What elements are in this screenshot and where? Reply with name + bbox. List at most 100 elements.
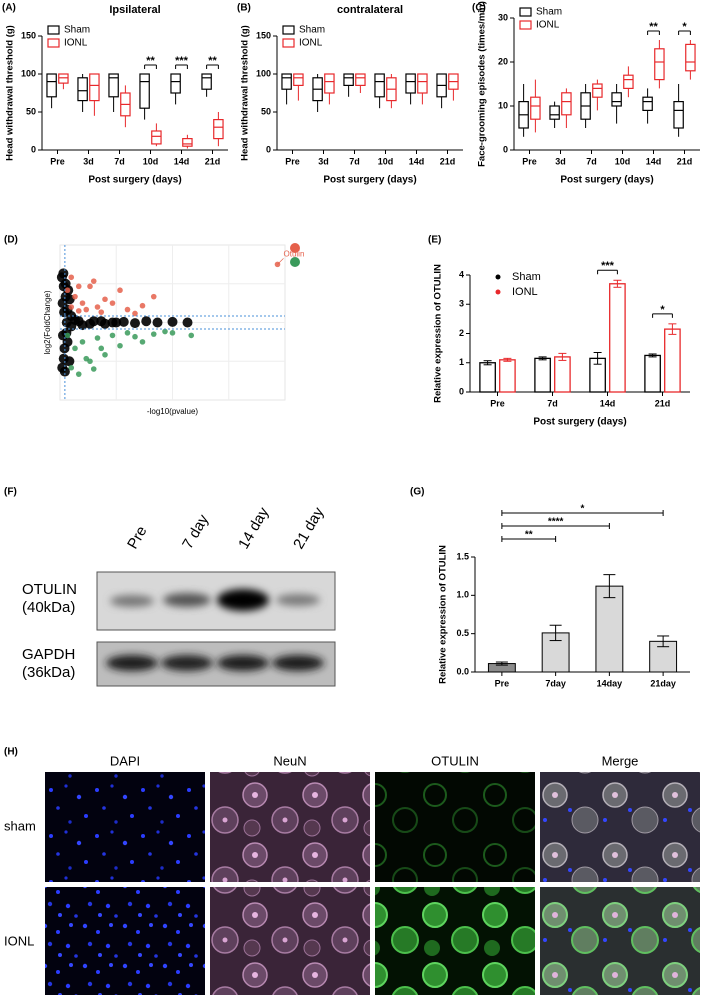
point <box>188 332 195 339</box>
legend-label: Sham <box>64 25 90 36</box>
point <box>88 316 99 327</box>
x-tick-label: 7d <box>586 156 597 166</box>
x-tick-label: Pre <box>490 398 505 408</box>
blot-band <box>163 593 211 607</box>
blot-band <box>272 655 324 671</box>
panel-label: (C) <box>472 3 486 14</box>
x-tick-label: Pre <box>495 678 510 688</box>
x-tick-label: Pre <box>522 156 537 166</box>
legend-dot <box>290 257 300 267</box>
column-label: OTULIN <box>431 753 479 768</box>
y-tick-label: 3 <box>459 299 464 309</box>
box <box>685 43 696 72</box>
box <box>77 77 88 102</box>
sig-label: ** <box>208 55 217 67</box>
bar <box>479 362 496 393</box>
y-tick-label: 20 <box>498 56 508 66</box>
y-axis-label: log2(FoldChange) <box>43 290 52 354</box>
box <box>281 73 292 90</box>
y-tick-label: 1 <box>459 357 464 367</box>
point <box>139 302 146 309</box>
sig-label: **** <box>548 517 564 528</box>
annotation-leader <box>277 258 284 265</box>
legend-label: IONL <box>536 20 560 31</box>
point <box>83 306 90 313</box>
point <box>94 335 101 341</box>
lane-label: 7 day <box>179 511 212 552</box>
bar <box>664 328 681 393</box>
point <box>87 283 93 290</box>
x-tick-label: 21d <box>205 156 221 166</box>
x-tick-label: 14d <box>600 398 616 408</box>
blot-row-label: (36kDa) <box>22 664 75 681</box>
y-tick-label: 0 <box>459 386 464 396</box>
y-tick-label: 100 <box>256 68 271 78</box>
point <box>132 333 138 340</box>
point <box>59 307 70 318</box>
point <box>182 317 193 328</box>
point <box>64 287 71 294</box>
x-tick-label: 7d <box>349 156 360 166</box>
x-tick-label: 10d <box>143 156 159 166</box>
y-tick-label: 30 <box>498 12 508 22</box>
sig-label: * <box>682 21 687 33</box>
box <box>405 73 416 94</box>
point <box>72 293 78 300</box>
blot-band <box>110 595 154 607</box>
x-tick-label: 14day <box>597 678 623 688</box>
legend-label: Sham <box>512 271 541 283</box>
y-tick-label: 2 <box>459 328 464 338</box>
box <box>374 73 385 98</box>
point <box>100 318 110 329</box>
sig-label: * <box>581 504 585 515</box>
point <box>90 278 97 284</box>
y-tick-label: 50 <box>261 106 271 116</box>
y-tick-label: 4 <box>459 269 464 279</box>
y-axis-label: Relative expression of OTULIN <box>438 545 449 684</box>
point <box>150 331 157 337</box>
point <box>98 309 105 315</box>
x-tick-label: 14d <box>409 156 425 166</box>
point <box>58 268 69 279</box>
x-tick-label: Pre <box>285 156 300 166</box>
point <box>169 330 176 336</box>
box <box>89 73 100 102</box>
y-axis-label: Face-grooming episodes (times/min) <box>477 1 488 167</box>
bar <box>499 359 516 393</box>
point <box>109 332 116 339</box>
x-tick-label: 21d <box>655 398 671 408</box>
blot-band <box>161 655 213 671</box>
y-tick-label: 0.5 <box>456 628 469 638</box>
row-label: IONL <box>4 933 34 948</box>
point <box>70 314 80 325</box>
x-axis-label: -log10(pvalue) <box>147 407 198 416</box>
y-tick-label: 150 <box>256 30 271 40</box>
box <box>611 92 622 107</box>
point <box>111 317 122 328</box>
legend-swatch <box>282 38 295 48</box>
box <box>642 96 653 111</box>
blot-row-label: (40kDa) <box>22 599 75 616</box>
point <box>117 287 123 294</box>
y-tick-label: 10 <box>498 100 508 110</box>
bar <box>534 357 551 393</box>
x-tick-label: 14d <box>174 156 190 166</box>
panel-label: (H) <box>4 747 18 758</box>
x-tick-label: 21day <box>650 678 676 688</box>
point <box>68 364 75 371</box>
x-tick-label: 14d <box>646 156 662 166</box>
blot-strip <box>96 641 336 687</box>
box <box>324 73 335 94</box>
y-tick-label: 0 <box>266 144 271 154</box>
legend-swatch <box>519 7 532 17</box>
point <box>68 304 75 310</box>
legend-label: IONL <box>299 38 323 49</box>
point <box>60 278 71 289</box>
y-tick-label: 0 <box>31 144 36 154</box>
blot-row-label: OTULIN <box>22 581 77 598</box>
sig-label: *** <box>175 55 189 67</box>
box <box>355 73 366 86</box>
point <box>79 339 86 345</box>
box <box>139 73 150 109</box>
